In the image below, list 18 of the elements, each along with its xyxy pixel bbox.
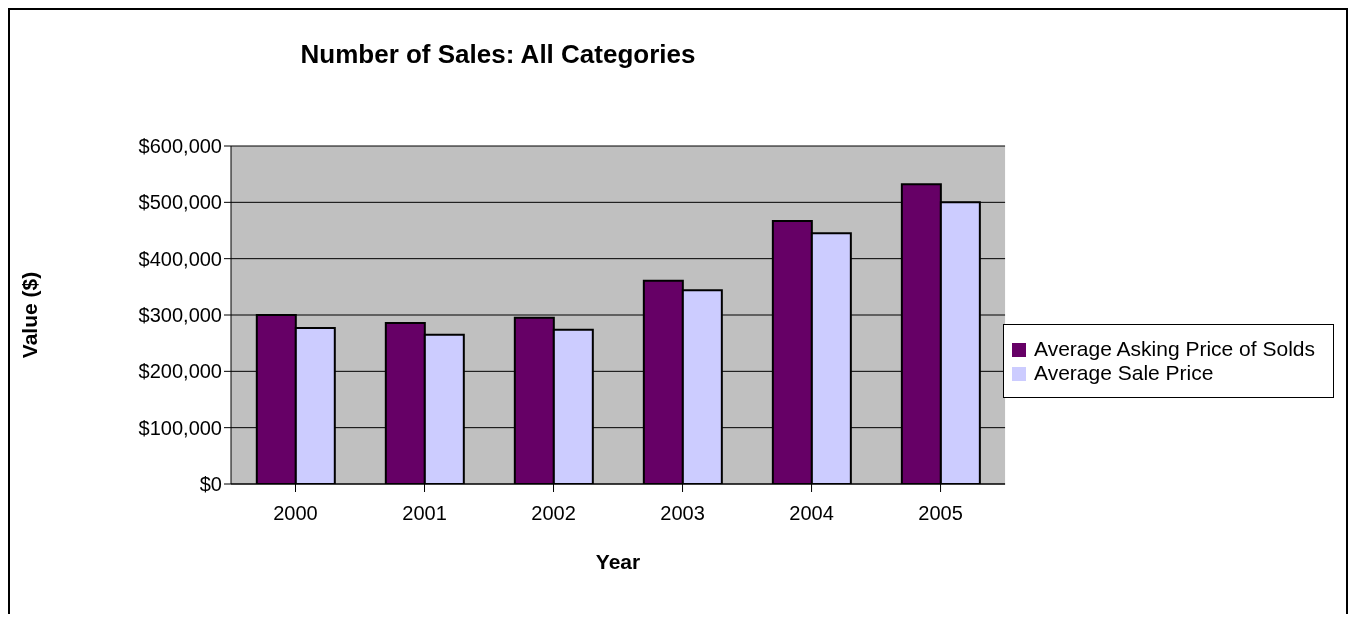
y-tick-label: $0 [199, 473, 222, 496]
y-tick-label: $300,000 [138, 304, 222, 327]
y-axis-title: Value ($) [18, 271, 42, 359]
x-tick-label: 2002 [531, 502, 576, 525]
y-tick-label: $400,000 [138, 247, 222, 270]
y-tick-label: $600,000 [138, 135, 222, 158]
x-tick-label: 2001 [402, 502, 447, 525]
y-tick-label: $100,000 [138, 416, 222, 439]
legend-label: Average Sale Price [1034, 361, 1214, 384]
x-tick-label: 2004 [789, 502, 834, 525]
x-axis-title: Year [595, 549, 641, 573]
x-tick-label: 2003 [660, 502, 705, 525]
y-tick-label: $200,000 [138, 360, 222, 383]
x-tick-label: 2005 [918, 502, 963, 525]
chart-title: Number of Sales: All Categories [300, 38, 696, 70]
y-tick-label: $500,000 [138, 191, 222, 214]
legend-label: Average Asking Price of Solds [1034, 337, 1315, 360]
x-tick-label: 2000 [273, 502, 318, 525]
